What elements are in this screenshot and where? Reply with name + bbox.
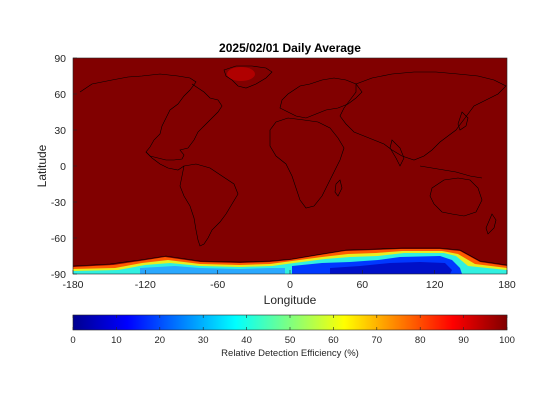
x-tick: 60 — [356, 270, 368, 291]
colorbar-tick-label: 80 — [415, 335, 426, 346]
coastline-indonesia — [419, 165, 483, 179]
chart-title: 2025/02/01 Daily Average — [219, 41, 361, 55]
colorbar-tick-label: 90 — [458, 335, 469, 346]
coastline-japan — [457, 111, 469, 131]
y-tick: 60 — [54, 89, 77, 101]
colorbar-tick-label: 50 — [285, 335, 296, 346]
y-tick-label: 90 — [54, 53, 66, 65]
y-tick: 30 — [54, 125, 77, 137]
colorbar-tick-label: 60 — [328, 335, 339, 346]
x-tick: -60 — [210, 270, 225, 291]
x-tick-label: 180 — [498, 279, 516, 291]
greenland-high-region — [227, 67, 255, 81]
x-tick-label: -60 — [210, 279, 225, 291]
coastline-europe — [279, 77, 363, 119]
x-tick: -180 — [62, 270, 84, 291]
x-tick: -120 — [135, 270, 156, 291]
y-tick: -90 — [51, 269, 77, 281]
x-tick: 120 — [426, 270, 444, 291]
coastline-asia — [339, 71, 507, 161]
y-tick: -30 — [51, 197, 77, 209]
antarctic-band — [73, 249, 507, 274]
x-tick: 0 — [287, 270, 293, 291]
colorbar: 0 10 20 30 40 50 60 70 80 90 100 Relative Detectio… — [70, 314, 515, 359]
coastline-south-america — [179, 163, 239, 247]
y-tick-label: 0 — [60, 161, 66, 173]
y-tick: 0 — [60, 161, 77, 173]
y-axis: 90 60 30 0 -30 -60 -90 Latitude — [35, 53, 77, 281]
coastline-antarctica — [73, 247, 507, 267]
x-tick-label: -180 — [62, 279, 83, 291]
x-tick-label: 0 — [287, 279, 293, 291]
colorbar-label: Relative Detection Efficiency (%) — [221, 348, 359, 359]
y-tick-label: 30 — [54, 125, 66, 137]
x-tick-label: 120 — [426, 279, 444, 291]
coastline-central-america — [145, 151, 185, 171]
colorbar-tick-label: 30 — [198, 335, 209, 346]
y-tick: 90 — [54, 53, 77, 65]
colorbar-tick-label: 70 — [372, 335, 383, 346]
colorbar-tick-label: 20 — [155, 335, 166, 346]
y-tick: -60 — [51, 233, 77, 245]
x-axis-label: Longitude — [264, 293, 317, 307]
x-tick: 180 — [498, 270, 516, 291]
colorbar-ticks: 0 10 20 30 40 50 60 70 80 90 100 — [70, 315, 515, 346]
x-tick-label: 60 — [356, 279, 368, 291]
colorbar-tick-label: 10 — [111, 335, 122, 346]
x-tick-label: -120 — [135, 279, 156, 291]
coastline-greenland — [223, 65, 273, 89]
coastline-madagascar — [334, 179, 343, 197]
colorbar-tick-label: 0 — [70, 335, 75, 346]
x-axis: -180 -120 -60 0 60 120 180 Longitude — [62, 270, 516, 307]
y-tick-label: -60 — [51, 233, 66, 245]
coastlines — [73, 65, 507, 267]
y-tick-label: -90 — [51, 269, 66, 281]
plot-area — [72, 57, 508, 275]
coastline-australia — [429, 177, 483, 217]
y-tick-label: 60 — [54, 89, 66, 101]
coastline-india — [389, 139, 405, 167]
east-antarctica-core — [330, 262, 452, 274]
west-antarctica-blue — [140, 266, 285, 274]
coastline-africa — [269, 117, 345, 209]
colorbar-tick-label: 100 — [499, 335, 515, 346]
coastline-new-zealand — [485, 213, 497, 235]
y-tick-label: -30 — [51, 197, 66, 209]
colorbar-tick-label: 40 — [241, 335, 252, 346]
plot-background — [73, 58, 507, 274]
y-axis-label: Latitude — [35, 144, 49, 187]
